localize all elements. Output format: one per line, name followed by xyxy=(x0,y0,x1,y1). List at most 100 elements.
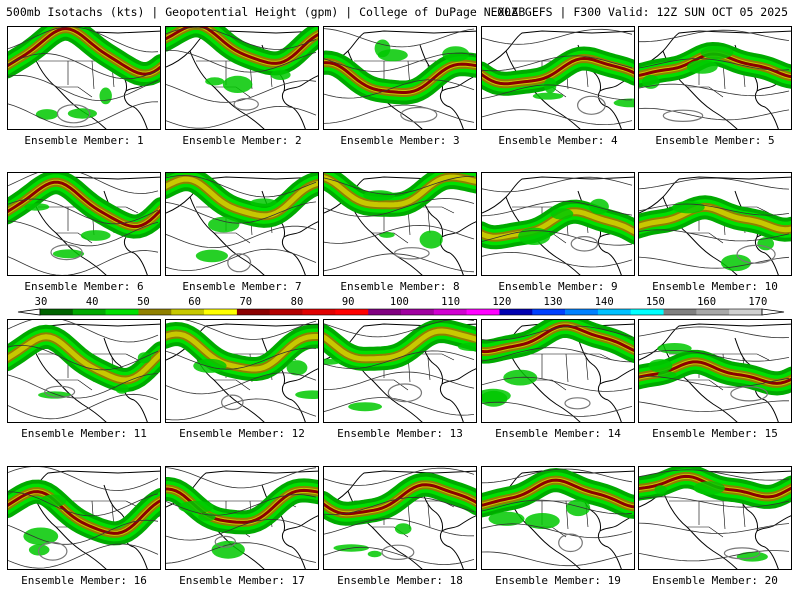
map-graphic xyxy=(8,467,160,569)
map-graphic xyxy=(482,176,634,275)
map-graphic xyxy=(639,323,791,422)
ensemble-member-label: Ensemble Member: 18 xyxy=(337,574,463,587)
state-borders xyxy=(38,206,139,244)
height-contour xyxy=(166,225,317,249)
height-contour xyxy=(639,400,789,413)
height-contour xyxy=(482,84,633,101)
state-borders xyxy=(512,353,613,391)
ensemble-map-panel xyxy=(323,466,477,570)
isotach-patch xyxy=(23,527,59,546)
closed-contour xyxy=(387,383,423,403)
height-contour xyxy=(639,83,790,97)
isotach-patch xyxy=(394,523,412,535)
height-contour xyxy=(639,496,790,508)
ensemble-member-label: Ensemble Member: 4 xyxy=(498,134,618,147)
ensemble-member-label: Ensemble Member: 19 xyxy=(495,574,621,587)
colorbar-swatch xyxy=(401,309,435,315)
isotach-band xyxy=(8,27,160,76)
ensemble-member-label: Ensemble Member: 8 xyxy=(340,280,460,293)
isotach-band xyxy=(166,176,318,219)
isotach-band xyxy=(482,56,634,86)
map-graphic xyxy=(166,27,318,129)
height-contour xyxy=(8,491,159,517)
height-contour xyxy=(639,58,790,71)
height-contour xyxy=(166,50,317,73)
height-contour xyxy=(324,28,475,48)
isotach-patch xyxy=(613,98,634,108)
height-contour xyxy=(482,325,633,341)
isotach-patch xyxy=(211,540,245,559)
colorbar-outline xyxy=(39,308,763,316)
height-contour xyxy=(324,320,475,338)
height-contour xyxy=(166,80,317,103)
ensemble-map-panel xyxy=(7,172,161,276)
isotach-patch xyxy=(348,402,382,412)
colorbar-swatch xyxy=(597,309,632,315)
colorbar-tick-label: 170 xyxy=(748,296,768,308)
colorbar-swatch xyxy=(663,309,697,315)
map-graphic xyxy=(8,27,160,129)
height-contour xyxy=(639,376,790,388)
isotach-patch xyxy=(657,343,692,354)
closed-contour xyxy=(381,544,415,561)
map-graphic xyxy=(482,320,634,422)
isotach-patch xyxy=(67,108,97,119)
map-graphic xyxy=(324,28,476,129)
colorbar-swatch xyxy=(204,309,238,315)
ensemble-member-label: Ensemble Member: 1 xyxy=(24,134,144,147)
colorbar-swatch xyxy=(171,309,205,315)
isotach-patch xyxy=(518,227,551,245)
isotach-patch xyxy=(720,254,752,272)
isotach-patch xyxy=(24,203,50,211)
height-contour xyxy=(166,494,317,516)
closed-contour xyxy=(221,394,244,411)
ensemble-map-panel xyxy=(323,172,477,276)
height-contour xyxy=(8,250,159,275)
ensemble-member-label: Ensemble Member: 13 xyxy=(337,427,463,440)
height-contour xyxy=(324,467,475,486)
colorbar-tick-label: 160 xyxy=(697,296,717,308)
map-graphic xyxy=(8,320,160,422)
height-contour xyxy=(482,376,633,392)
isotach-band xyxy=(324,174,476,208)
isotach-patch xyxy=(700,46,734,59)
map-graphic xyxy=(166,467,318,569)
isotach-patch xyxy=(458,342,476,352)
ensemble-member-label: Ensemble Member: 11 xyxy=(21,427,147,440)
height-contour xyxy=(639,107,790,121)
ensemble-map-panel xyxy=(165,26,319,130)
height-contour xyxy=(639,203,790,216)
isotach-patch xyxy=(419,230,443,249)
height-contour xyxy=(639,522,790,534)
isotach-patch xyxy=(295,390,318,399)
map-graphic xyxy=(639,176,791,275)
ensemble-member-label: Ensemble Member: 17 xyxy=(179,574,305,587)
isotach-patch xyxy=(379,231,395,238)
colorbar-swatch xyxy=(335,309,369,315)
ensemble-map-panel xyxy=(165,172,319,276)
isotach-patch xyxy=(324,358,342,365)
colorbar-swatch xyxy=(302,309,336,315)
height-contour xyxy=(639,550,790,562)
isotach-patch xyxy=(686,60,718,74)
height-contour xyxy=(8,320,159,343)
height-contour xyxy=(166,248,317,271)
isotach-patch xyxy=(654,485,667,495)
isotach-patch xyxy=(442,46,470,62)
coastline xyxy=(639,30,791,129)
height-contour xyxy=(639,229,790,242)
height-contour xyxy=(166,398,317,421)
isotach-patch xyxy=(532,92,564,100)
ensemble-member-label: Ensemble Member: 16 xyxy=(21,574,147,587)
isotach-patch xyxy=(482,388,511,403)
isotach-band xyxy=(8,490,160,535)
isotach-patch xyxy=(99,87,112,105)
map-graphic xyxy=(639,29,791,129)
height-contour xyxy=(166,105,317,129)
height-contour xyxy=(639,256,790,269)
height-contour xyxy=(639,469,790,481)
isotach-band xyxy=(324,328,476,362)
height-contour xyxy=(639,177,790,190)
colorbar-swatch xyxy=(236,309,271,315)
valid-time: 00Z GEFS | F300 Valid: 12Z SUN OCT 05 20… xyxy=(497,5,788,19)
